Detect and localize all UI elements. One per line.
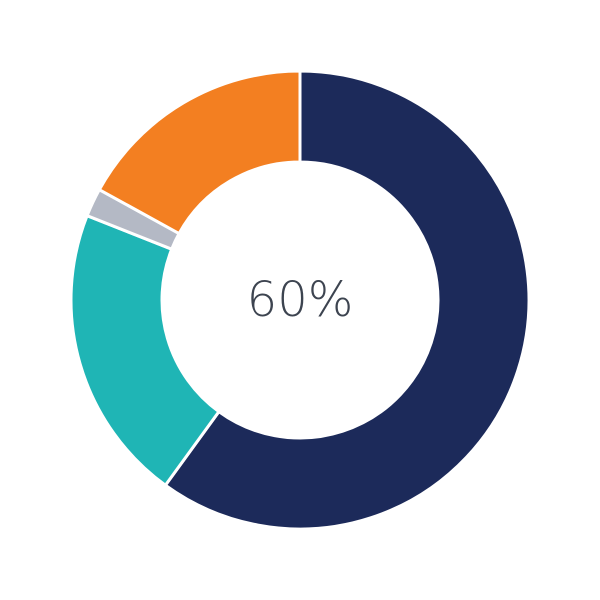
- donut-slice-3: [97, 69, 302, 236]
- donut-slice-0: [163, 69, 531, 531]
- donut-slice-1: [69, 213, 221, 488]
